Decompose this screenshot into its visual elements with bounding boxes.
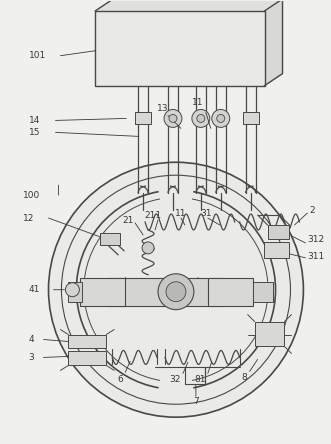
Bar bbox=[69, 282, 82, 301]
Circle shape bbox=[212, 110, 230, 127]
Circle shape bbox=[158, 274, 194, 309]
Text: 6: 6 bbox=[117, 375, 123, 384]
Text: 12: 12 bbox=[23, 214, 34, 222]
Text: 311: 311 bbox=[307, 252, 325, 262]
Bar bbox=[69, 352, 106, 365]
Text: 15: 15 bbox=[28, 128, 40, 137]
Bar bbox=[108, 278, 223, 305]
Text: 8: 8 bbox=[242, 373, 248, 382]
Text: 11: 11 bbox=[175, 209, 186, 218]
Polygon shape bbox=[95, 0, 282, 11]
Text: 7: 7 bbox=[193, 397, 199, 406]
Circle shape bbox=[192, 110, 210, 127]
Circle shape bbox=[164, 110, 182, 127]
Text: 101: 101 bbox=[28, 51, 46, 60]
Bar bbox=[135, 112, 151, 124]
Circle shape bbox=[197, 115, 205, 123]
Text: 41: 41 bbox=[28, 285, 40, 294]
Text: 31: 31 bbox=[200, 209, 212, 218]
Text: 13: 13 bbox=[157, 104, 169, 113]
Bar bbox=[267, 225, 290, 239]
Text: 100: 100 bbox=[23, 190, 40, 200]
Text: 2: 2 bbox=[309, 206, 315, 214]
Circle shape bbox=[142, 242, 154, 254]
Bar bbox=[80, 278, 125, 305]
Text: 11: 11 bbox=[192, 98, 204, 107]
Bar bbox=[253, 282, 272, 301]
Bar bbox=[208, 278, 253, 305]
Text: 4: 4 bbox=[28, 335, 34, 344]
Text: 211: 211 bbox=[144, 210, 161, 219]
Text: 21: 21 bbox=[122, 215, 133, 225]
Text: 14: 14 bbox=[28, 116, 40, 125]
Bar bbox=[255, 321, 285, 346]
Text: 312: 312 bbox=[307, 235, 324, 245]
Bar bbox=[263, 242, 290, 258]
Circle shape bbox=[217, 115, 225, 123]
Bar bbox=[100, 233, 120, 245]
Polygon shape bbox=[264, 0, 282, 86]
Text: 3: 3 bbox=[28, 353, 34, 362]
Text: 81: 81 bbox=[194, 375, 206, 384]
Bar bbox=[69, 334, 106, 349]
Circle shape bbox=[169, 115, 177, 123]
Circle shape bbox=[49, 162, 304, 417]
Bar bbox=[95, 11, 264, 86]
Circle shape bbox=[66, 283, 79, 297]
Circle shape bbox=[166, 282, 186, 301]
Text: 32: 32 bbox=[169, 375, 181, 384]
Bar bbox=[243, 112, 259, 124]
